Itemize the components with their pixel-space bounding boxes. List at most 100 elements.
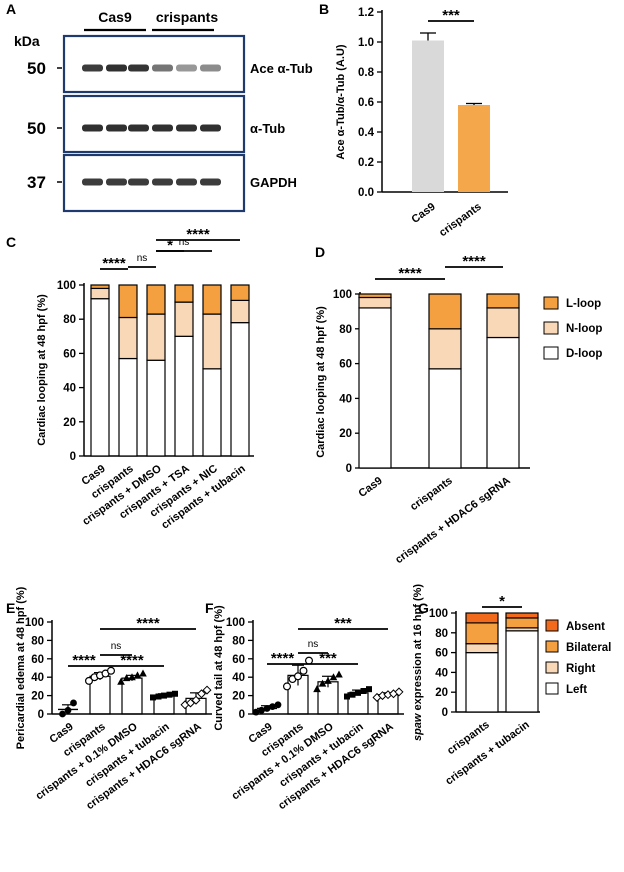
bar-segment xyxy=(202,284,222,315)
x-tick-label: Cas9 xyxy=(356,475,384,500)
y-axis-label-rest: expression at 16 hpf (%) xyxy=(412,584,424,714)
y-tick-label: 40 xyxy=(31,672,44,684)
data-point xyxy=(172,690,178,697)
data-point xyxy=(349,691,356,698)
bar-segment xyxy=(90,287,110,300)
data-point xyxy=(202,685,212,695)
data-point xyxy=(360,688,367,694)
data-point xyxy=(150,694,156,701)
bar-segment xyxy=(428,368,462,469)
blot-frame xyxy=(62,94,246,154)
panel-letter: E xyxy=(6,600,15,616)
significance-label: **** xyxy=(398,265,422,282)
bar-segment xyxy=(358,296,392,309)
y-axis-label: Pericardial edema at 48 hpf (%) xyxy=(15,586,27,749)
bar-segment xyxy=(428,328,462,370)
y-axis-label: Curved tail at 48 hpf (%) xyxy=(213,605,225,731)
y-tick-label: 20 xyxy=(435,687,448,699)
bar-segment xyxy=(505,617,539,629)
data-point xyxy=(155,693,162,700)
y-axis-label: spaw expression at 16 hpf (%) xyxy=(412,584,424,741)
legend-swatch xyxy=(545,682,559,695)
data-point xyxy=(166,691,173,698)
bar-1 xyxy=(458,105,490,192)
legend-label: Absent xyxy=(566,621,605,633)
data-point xyxy=(122,674,131,682)
mean-bar xyxy=(89,675,111,715)
legend-label: L-loop xyxy=(566,298,601,310)
blot-band xyxy=(82,64,103,72)
x-tick-label: crispants + HDAC6 sgRNA xyxy=(393,475,513,566)
data-point xyxy=(64,706,72,714)
data-point xyxy=(329,673,338,681)
bar-segment xyxy=(118,357,138,457)
significance-label: * xyxy=(499,593,505,610)
blot-label: Ace α-Tub xyxy=(250,61,313,76)
significance-label: ns xyxy=(137,253,148,264)
x-tick-label: Cas9 xyxy=(409,201,437,226)
bar-segment xyxy=(202,313,222,370)
legend-label: D-loop xyxy=(566,348,602,360)
significance-label: **** xyxy=(102,255,126,272)
blot-frame xyxy=(62,34,246,94)
significance-label: **** xyxy=(271,650,295,667)
y-tick-label: 0 xyxy=(38,709,44,721)
data-point xyxy=(191,695,201,705)
data-point xyxy=(335,670,343,678)
significance-label: ns xyxy=(111,641,122,652)
data-point xyxy=(263,705,271,712)
y-tick-label: 60 xyxy=(63,348,76,360)
blot-band xyxy=(106,124,127,132)
data-point xyxy=(70,699,77,707)
data-point xyxy=(196,689,207,699)
y-tick-label: 1.2 xyxy=(358,7,374,19)
significance-label: ns xyxy=(179,237,190,248)
data-point xyxy=(258,706,265,714)
blot-band xyxy=(200,124,221,132)
y-tick-label: 40 xyxy=(63,383,76,395)
y-tick-label: 60 xyxy=(31,654,44,666)
bar-segment xyxy=(146,359,166,457)
bar-segment xyxy=(428,293,462,330)
y-tick-label: 80 xyxy=(31,635,44,647)
y-tick-label: 60 xyxy=(435,648,448,660)
bar-segment xyxy=(174,301,194,337)
data-point xyxy=(84,676,93,685)
blot-band xyxy=(128,124,149,132)
mw-marker: 50 xyxy=(27,59,46,78)
group-label-crispants: crispants xyxy=(156,9,218,25)
y-tick-label: 20 xyxy=(339,428,352,440)
y-tick-label: 20 xyxy=(232,691,245,703)
y-tick-label: 40 xyxy=(339,393,352,405)
y-tick-label: 80 xyxy=(339,324,352,336)
y-tick-label: 0.4 xyxy=(358,127,375,139)
data-point xyxy=(269,703,276,711)
y-tick-label: 20 xyxy=(31,691,44,703)
blot-band xyxy=(82,124,103,132)
bar-segment xyxy=(146,313,166,361)
bar-segment xyxy=(90,298,110,457)
significance-label: *** xyxy=(319,650,337,667)
data-point xyxy=(324,676,332,684)
legend-label: Right xyxy=(566,663,596,675)
mean-bar xyxy=(121,677,143,715)
legend-swatch xyxy=(543,346,559,360)
blot-band xyxy=(152,64,173,72)
legend-swatch xyxy=(543,296,559,310)
y-tick-label: 0.6 xyxy=(358,97,374,109)
y-tick-label: 0 xyxy=(442,707,448,719)
bar-segment xyxy=(174,284,194,303)
blot-band xyxy=(176,64,197,72)
data-point xyxy=(128,673,136,681)
data-point xyxy=(274,701,282,709)
significance-label: *** xyxy=(442,7,460,24)
y-tick-label: 100 xyxy=(333,289,352,301)
bar-0 xyxy=(412,40,444,192)
data-point xyxy=(344,693,350,700)
bar-segment xyxy=(505,630,539,713)
mw-marker: 37 xyxy=(27,173,46,192)
data-point xyxy=(318,679,327,687)
y-tick-label: 1.0 xyxy=(358,37,374,49)
data-point xyxy=(313,685,321,693)
y-tick-label: 0 xyxy=(346,463,352,475)
